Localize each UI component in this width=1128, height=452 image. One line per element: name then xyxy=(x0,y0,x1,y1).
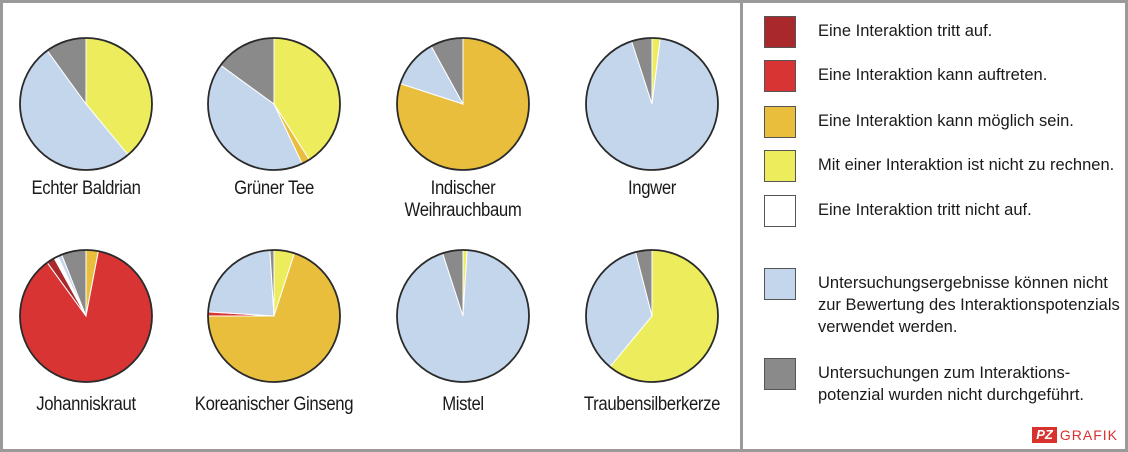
pie-gruener-tee xyxy=(207,37,341,171)
pie-outline xyxy=(585,37,719,171)
legend-swatch xyxy=(764,16,796,48)
pie-label-echter-baldrian: Echter Baldrian xyxy=(31,178,141,199)
legend-label: Untersuchungen zum Interaktions- potenzi… xyxy=(818,364,1084,404)
legend-label: Eine Interaktion kann auftreten. xyxy=(818,66,1048,84)
legend-label: Eine Interaktion tritt nicht auf. xyxy=(818,201,1032,219)
pie-mistel xyxy=(396,249,530,383)
pie-outline xyxy=(19,37,153,171)
legend-label: Untersuchungsergebnisse können nicht zur… xyxy=(818,274,1120,336)
pie-outline xyxy=(207,249,341,383)
pie-traubensilberkerze xyxy=(585,249,719,383)
pie-koreanischer-ginseng xyxy=(207,249,341,383)
legend-swatch xyxy=(764,106,796,138)
legend-swatch xyxy=(764,268,796,300)
pie-outline xyxy=(396,37,530,171)
pie-echter-baldrian xyxy=(19,37,153,171)
pie-label-indischer-weihrauchbaum: Indischer Weihrauchbaum xyxy=(404,178,522,221)
legend-label: Eine Interaktion kann möglich sein. xyxy=(818,112,1074,130)
pie-outline xyxy=(19,249,153,383)
pie-label-gruener-tee: Grüner Tee xyxy=(234,178,314,199)
legend-swatch xyxy=(764,358,796,390)
pz-grafik-logo: PZ GRAFIK xyxy=(1032,426,1118,444)
legend-label: Mit einer Interaktion ist nicht zu rechn… xyxy=(818,156,1115,174)
pie-label-koreanischer-ginseng: Koreanischer Ginseng xyxy=(194,394,354,415)
legend-swatch xyxy=(764,195,796,227)
legend-swatch xyxy=(764,150,796,182)
legend-divider xyxy=(740,0,743,452)
pie-outline xyxy=(207,37,341,171)
pie-charts-grid xyxy=(19,37,719,383)
pie-johanniskraut xyxy=(19,249,153,383)
legend-label: Eine Interaktion tritt auf. xyxy=(818,22,993,40)
pz-logo-box: PZ xyxy=(1032,427,1057,443)
pie-slice-nicht-bewertbar xyxy=(207,249,275,317)
pie-outline xyxy=(585,249,719,383)
legend-swatch xyxy=(764,60,796,92)
pie-label-johanniskraut: Johanniskraut xyxy=(36,394,136,415)
pie-label-mistel: Mistel xyxy=(442,394,484,415)
pie-label-ingwer: Ingwer xyxy=(627,178,677,199)
grafik-logo-text: GRAFIK xyxy=(1059,427,1118,443)
pie-indischer-weihrauchbaum xyxy=(396,37,530,171)
pie-outline xyxy=(396,249,530,383)
pie-ingwer xyxy=(585,37,719,171)
pie-label-traubensilberkerze: Traubensilberkerze xyxy=(583,394,721,415)
